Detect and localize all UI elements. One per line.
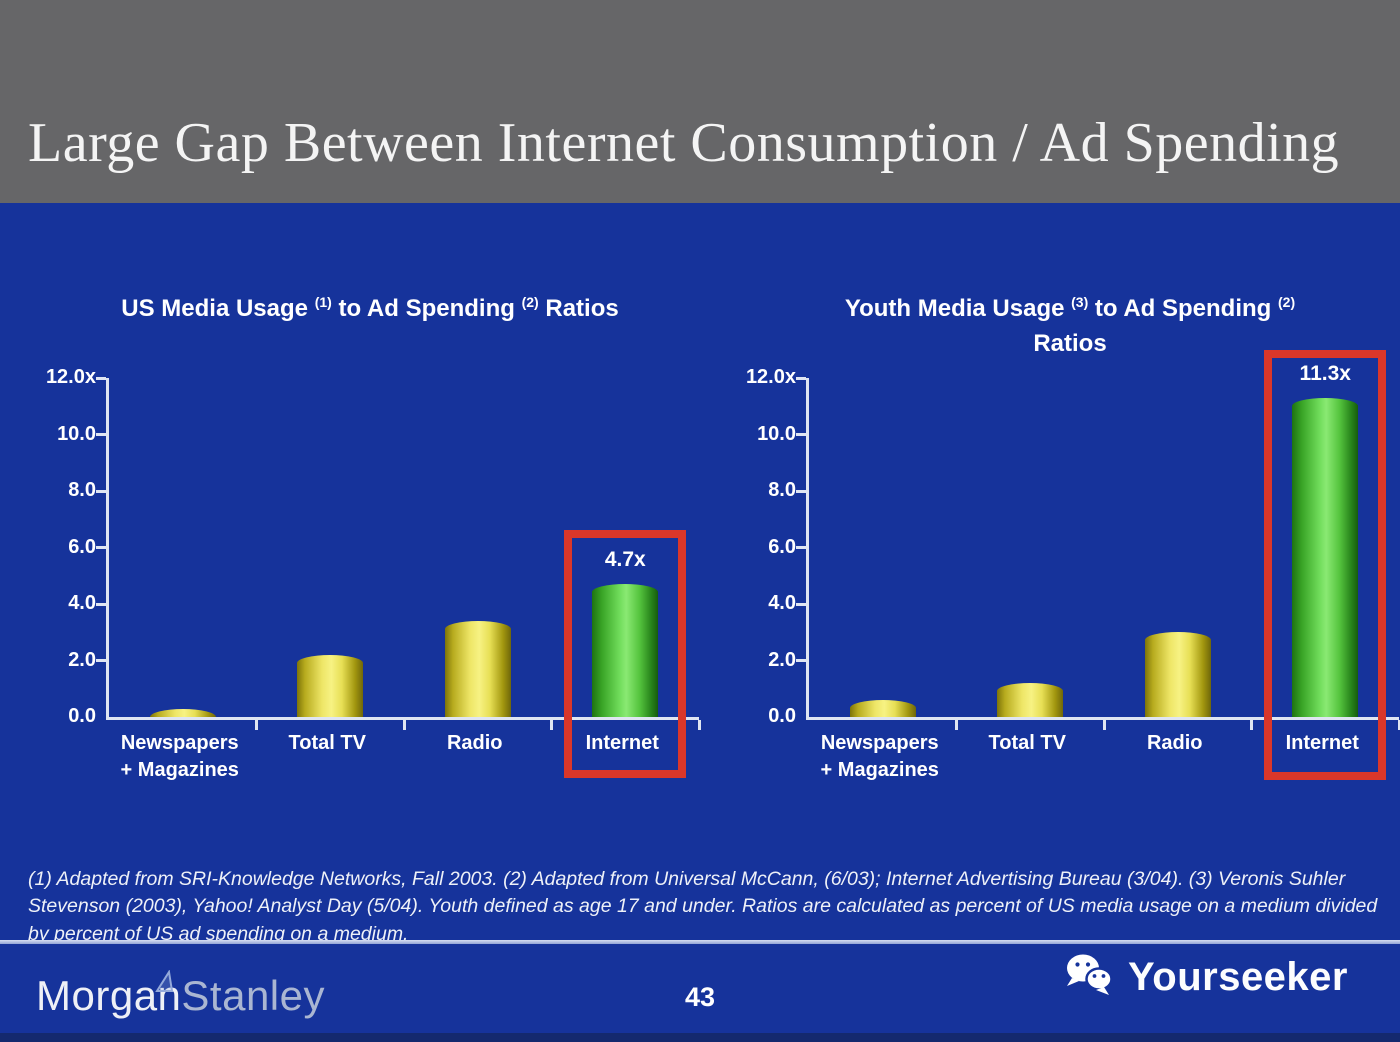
bar-newspapers <box>149 708 216 717</box>
bar-total-tv <box>997 683 1064 717</box>
y-tick-mark <box>96 376 106 380</box>
plot-area: 4.7x <box>96 376 701 778</box>
y-tick-label: 12.0x <box>45 366 96 388</box>
x-category-label: Radio <box>446 732 503 754</box>
title-superscript: (3) <box>1071 294 1089 310</box>
title-text: US Media Usage <box>121 295 315 322</box>
chart-title: Youth Media Usage (3) to Ad Spending (2)… <box>790 292 1350 362</box>
y-tick-mark <box>796 546 806 549</box>
morgan-stanley-triangle-icon <box>154 958 178 1006</box>
title-superscript: (1) <box>314 294 332 310</box>
x-category-label: Internet <box>585 732 659 754</box>
x-tick-mark <box>955 720 958 730</box>
slide-header: Large Gap Between Internet Consumption /… <box>0 0 1400 203</box>
x-category-label: Newspapers + Magazines <box>120 732 239 781</box>
y-tick-label: 0.0 <box>768 705 796 727</box>
morgan-stanley-logo: MorganStanley <box>36 969 325 1020</box>
watermark: Yourseeker <box>1062 952 1348 1003</box>
y-axis-labels: 12.0x 10.0 8.0 6.0 4.0 2.0 0.0 <box>740 366 796 727</box>
bar-value-label: 11.3x <box>1299 361 1351 385</box>
y-tick-label: 10.0 <box>57 422 96 445</box>
page-number: 43 <box>684 982 716 1012</box>
y-tick-label: 0.0 <box>68 705 96 727</box>
x-category-label: Internet <box>1285 732 1359 754</box>
x-tick-mark <box>1250 720 1253 730</box>
x-tick-mark <box>550 720 553 730</box>
y-tick-label: 8.0 <box>768 479 796 501</box>
bottom-strip <box>0 1033 1400 1042</box>
youth-media-usage-chart: Youth Media Usage (3) to Ad Spending (2)… <box>740 270 1400 790</box>
x-category-label: Radio <box>1146 732 1203 754</box>
title-superscript: (2) <box>1278 294 1296 310</box>
chart-title: US Media Usage (1) to Ad Spending (2) Ra… <box>70 292 670 327</box>
y-tick-mark <box>796 433 806 436</box>
x-axis-labels: Newspapers + Magazines Total TV Radio Inter… <box>106 730 696 784</box>
y-tick-mark <box>96 546 106 549</box>
y-tick-label: 4.0 <box>68 592 96 614</box>
title-text: Youth Media Usage <box>844 295 1072 322</box>
bar-total-tv <box>297 654 364 717</box>
y-tick-label: 2.0 <box>768 648 796 671</box>
footnote-text: (1) Adapted from SRI-Knowledge Networks,… <box>28 868 1378 945</box>
separator-line <box>0 940 1400 944</box>
bar-internet <box>592 584 659 717</box>
x-tick-mark <box>255 720 258 730</box>
y-tick-mark <box>96 602 106 606</box>
bar-newspapers <box>849 700 916 717</box>
y-tick-mark <box>796 376 806 380</box>
x-tick-mark <box>1102 720 1106 730</box>
title-text: Ratios <box>1033 329 1107 357</box>
y-axis-labels: 12.0x 10.0 8.0 6.0 4.0 2.0 0.0 <box>40 366 96 727</box>
internet-highlight-box <box>564 530 686 778</box>
y-tick-label: 12.0x <box>745 366 796 388</box>
title-text: Ratios <box>538 295 619 322</box>
us-media-usage-chart: US Media Usage (1) to Ad Spending (2) Ra… <box>40 270 701 790</box>
y-tick-label: 6.0 <box>768 535 796 558</box>
y-tick-mark <box>96 489 106 493</box>
watermark-text: Yourseeker <box>1128 955 1348 999</box>
x-tick-mark <box>697 720 701 730</box>
bar-radio <box>1144 632 1211 717</box>
y-tick-label: 10.0 <box>757 422 796 445</box>
logo-text-stanley: Stanley <box>181 972 325 1019</box>
y-tick-mark <box>796 659 806 662</box>
slide-title: Large Gap Between Internet Consumption /… <box>28 112 1340 174</box>
internet-highlight-box <box>1264 350 1386 780</box>
title-text: to Ad Spending <box>331 295 522 322</box>
x-category-label: Total TV <box>988 732 1066 754</box>
y-tick-label: 2.0 <box>68 648 96 671</box>
y-tick-mark <box>796 602 806 606</box>
plot-area: 11.3x <box>796 350 1400 780</box>
x-tick-mark <box>402 720 406 730</box>
x-tick-mark <box>1397 720 1400 730</box>
y-tick-mark <box>796 489 806 493</box>
wechat-bubbles-icon <box>1062 952 1118 1003</box>
x-category-label: Newspapers + Magazines <box>820 732 939 781</box>
x-category-label: Total TV <box>288 732 366 754</box>
y-tick-mark <box>96 433 106 436</box>
y-tick-mark <box>96 659 106 662</box>
bar-value-label: 4.7x <box>604 548 646 572</box>
title-superscript: (2) <box>521 294 539 310</box>
y-tick-label: 4.0 <box>768 592 796 614</box>
y-tick-label: 6.0 <box>68 535 96 558</box>
logo-text-morgan: Morgan <box>36 972 182 1019</box>
title-text: to Ad Spending <box>1088 295 1278 322</box>
bar-internet <box>1292 397 1359 717</box>
y-tick-label: 8.0 <box>68 479 96 501</box>
x-axis-labels: Newspapers + Magazines Total TV Radio Inter… <box>806 730 1396 784</box>
bar-radio <box>444 620 511 717</box>
